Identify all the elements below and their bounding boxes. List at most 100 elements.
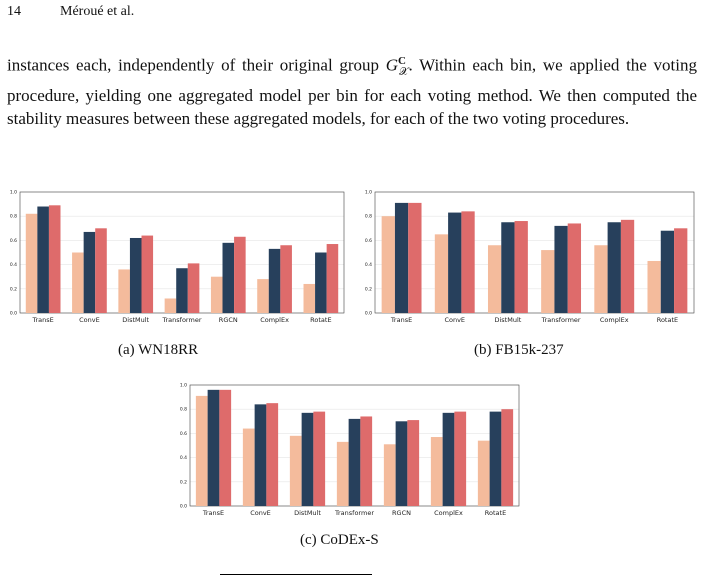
y-tick-label: 0.0 — [180, 504, 187, 510]
bar — [620, 219, 635, 313]
bar — [242, 428, 255, 506]
bar — [407, 420, 420, 506]
x-tick-label: TransE — [31, 316, 53, 324]
y-tick-label: 0.4 — [10, 262, 17, 268]
footnote-rule — [220, 574, 372, 575]
bar — [336, 441, 349, 506]
x-tick-label: Transformer — [541, 316, 581, 324]
caption: (a) WN18RR — [118, 342, 199, 358]
bar — [348, 418, 361, 506]
y-tick-label: 0.8 — [10, 214, 17, 220]
y-tick-label: 0.2 — [180, 479, 187, 485]
bar — [83, 231, 96, 313]
bar — [141, 235, 154, 313]
bar — [129, 237, 142, 313]
text: instances each, independently of their o… — [7, 55, 386, 75]
bar — [434, 234, 449, 313]
bar — [280, 245, 292, 313]
bar — [501, 222, 515, 313]
y-tick-label: 1.0 — [365, 190, 372, 196]
math-sub: 𝒳 — [398, 66, 409, 79]
x-tick-label: Transformer — [161, 316, 201, 324]
plot-frame — [374, 191, 695, 314]
bar — [48, 205, 61, 313]
x-tick-label: RotatE — [310, 316, 331, 324]
x-tick-label: DistMult — [494, 316, 521, 324]
bar — [594, 245, 608, 313]
x-tick-label: ComplEx — [260, 316, 289, 324]
bar — [313, 411, 326, 506]
x-tick-label: ComplEx — [434, 509, 463, 517]
y-tick-label: 0.4 — [365, 262, 372, 268]
bar — [207, 389, 220, 506]
bar — [303, 283, 316, 313]
bar — [326, 244, 339, 313]
x-tick-label: RGCN — [219, 316, 238, 324]
x-tick-label: TransE — [202, 509, 224, 517]
bar — [408, 202, 422, 313]
math-sup: C — [398, 55, 406, 67]
bar — [360, 416, 373, 506]
x-tick-label: DistMult — [294, 509, 321, 517]
y-tick-label: 0.2 — [10, 286, 17, 292]
x-tick-label: RotatE — [485, 509, 506, 517]
chart: 0.0 0.2 0.4 0.6 0.8 1.0 TransE ConvE DistMult Tra… — [180, 383, 520, 517]
bar — [176, 268, 188, 313]
x-tick-label: RGCN — [392, 509, 411, 517]
bar — [25, 213, 38, 313]
x-tick-label: RotatE — [657, 316, 678, 324]
x-tick-label: DistMult — [122, 316, 149, 324]
running-head: Méroué et al. — [60, 4, 135, 19]
y-tick-label: 0.0 — [10, 311, 17, 317]
page-number: 14 — [7, 4, 21, 19]
bar — [489, 411, 502, 506]
x-tick-label: ComplEx — [600, 316, 629, 324]
bar — [554, 225, 568, 313]
x-tick-label: TransE — [390, 316, 412, 324]
bar — [95, 228, 107, 313]
bar — [37, 206, 49, 313]
bar — [567, 223, 582, 313]
bar — [454, 411, 467, 506]
bar — [430, 437, 443, 506]
bar — [448, 212, 462, 313]
bar — [395, 421, 408, 506]
bar — [210, 276, 223, 313]
chart: 0.0 0.2 0.4 0.6 0.8 1.0 TransE ConvE DistMult Tra… — [365, 190, 695, 324]
x-tick-label: ConvE — [250, 509, 271, 517]
y-tick-label: 0.6 — [10, 238, 17, 244]
y-tick-label: 1.0 — [180, 383, 187, 389]
bar — [164, 298, 177, 313]
bar — [301, 412, 314, 506]
bar — [442, 412, 455, 506]
bar — [222, 242, 235, 313]
bar — [514, 221, 528, 313]
bar — [461, 211, 475, 313]
bar — [234, 236, 246, 313]
y-tick-label: 1.0 — [10, 190, 17, 196]
bar — [674, 228, 688, 313]
bar — [607, 222, 621, 313]
bar — [289, 435, 302, 506]
bar — [394, 202, 409, 313]
bar — [315, 252, 327, 313]
chart: 0.0 0.2 0.4 0.6 0.8 1.0 TransE ConvE DistMult Tra… — [10, 190, 345, 324]
bar — [257, 279, 269, 313]
y-tick-label: 0.0 — [365, 311, 372, 317]
bar — [118, 269, 130, 313]
y-tick-label: 0.6 — [365, 238, 372, 244]
y-tick-label: 0.6 — [180, 431, 187, 437]
bar — [477, 440, 490, 506]
y-tick-label: 0.8 — [180, 407, 187, 413]
y-tick-label: 0.2 — [365, 286, 372, 292]
math: G — [385, 55, 399, 75]
bar — [187, 263, 200, 313]
bar — [381, 216, 395, 313]
x-tick-label: Transformer — [334, 509, 374, 517]
y-tick-label: 0.8 — [365, 214, 372, 220]
bar — [501, 409, 514, 506]
bar — [541, 250, 555, 313]
bar — [266, 403, 279, 506]
x-tick-label: ConvE — [444, 316, 465, 324]
